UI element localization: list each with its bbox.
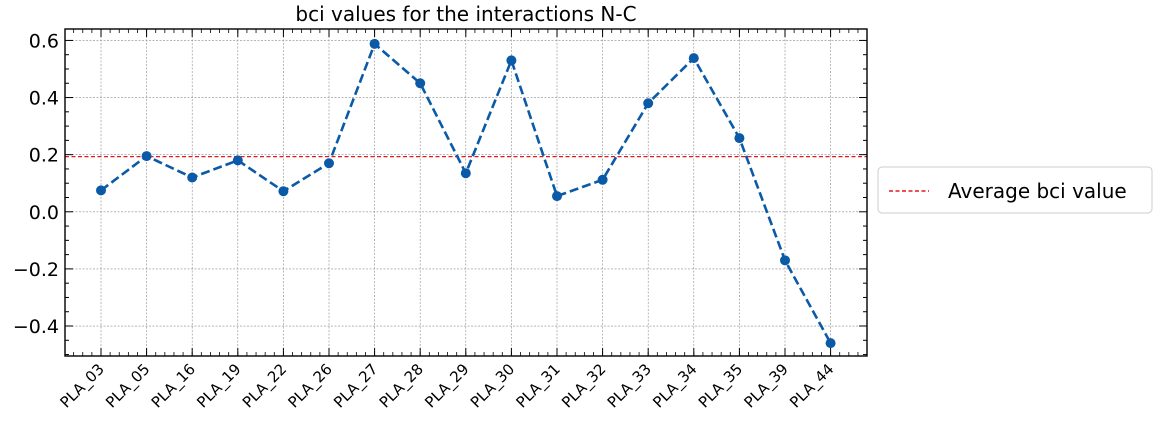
x-tick-label: PLA_44 bbox=[786, 360, 838, 412]
data-point bbox=[825, 338, 836, 349]
x-tick-label: PLA_33 bbox=[604, 360, 656, 412]
y-axis: −0.4 −0.2 0.0 0.2 0.4 0.6 bbox=[13, 30, 59, 338]
x-tick-label: PLA_34 bbox=[649, 360, 701, 412]
y-tick-label: −0.2 bbox=[13, 259, 59, 281]
data-point bbox=[552, 191, 562, 202]
x-tick-label: PLA_39 bbox=[740, 360, 792, 412]
data-point bbox=[232, 155, 243, 166]
data-point bbox=[780, 255, 790, 266]
x-tick-label: PLA_29 bbox=[421, 360, 473, 412]
x-tick-label: PLA_28 bbox=[376, 360, 428, 412]
x-tick-label: PLA_05 bbox=[102, 360, 154, 412]
data-point bbox=[369, 38, 380, 49]
data-point bbox=[597, 174, 608, 185]
data-point bbox=[187, 172, 198, 183]
axes-frame bbox=[64, 28, 868, 357]
series-layer bbox=[96, 38, 836, 349]
x-tick-label: PLA_30 bbox=[467, 360, 519, 412]
data-point bbox=[324, 158, 334, 169]
data-point bbox=[460, 168, 471, 179]
x-tick-label: PLA_22 bbox=[239, 360, 291, 412]
grid bbox=[65, 29, 867, 356]
x-tick-label: PLA_32 bbox=[558, 360, 610, 412]
y-tick-label: 0.6 bbox=[29, 30, 59, 52]
data-point bbox=[688, 53, 699, 64]
x-tick-label: PLA_27 bbox=[330, 360, 382, 412]
y-tick-label: 0.0 bbox=[29, 202, 59, 224]
x-tick-label: PLA_26 bbox=[284, 360, 336, 412]
y-tick-label: 0.4 bbox=[29, 88, 59, 110]
data-point bbox=[96, 185, 106, 196]
x-tick-label: PLA_03 bbox=[56, 360, 108, 412]
data-point bbox=[278, 186, 289, 197]
x-tick-label: PLA_35 bbox=[695, 360, 747, 412]
data-point bbox=[506, 55, 517, 66]
x-tick-label: PLA_31 bbox=[512, 360, 564, 412]
legend-box bbox=[877, 166, 1153, 214]
y-tick-label: 0.2 bbox=[29, 145, 59, 167]
x-axis: PLA_03PLA_05PLA_16PLA_19PLA_22PLA_26PLA_… bbox=[56, 360, 838, 412]
y-tick-label: −0.4 bbox=[13, 316, 59, 338]
data-point bbox=[643, 98, 654, 109]
data-point bbox=[141, 151, 152, 162]
x-tick-label: PLA_16 bbox=[148, 360, 200, 412]
legend-label: Average bci value bbox=[948, 179, 1127, 203]
x-tick-label: PLA_19 bbox=[193, 360, 245, 412]
data-point bbox=[415, 78, 426, 89]
data-point bbox=[734, 133, 745, 144]
legend: Average bci value bbox=[877, 166, 1153, 214]
chart-title: bci values for the interactions N-C bbox=[295, 2, 636, 26]
